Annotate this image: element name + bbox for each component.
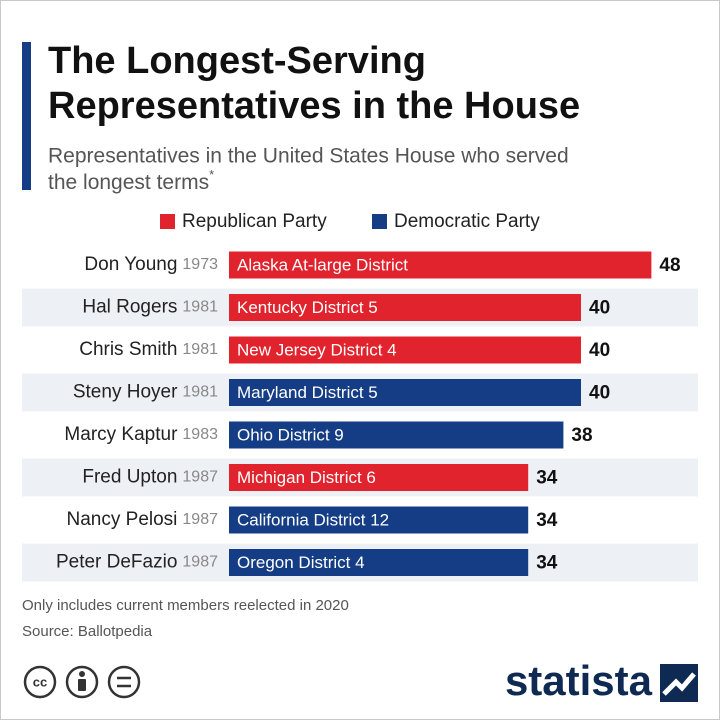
icon-by-head — [79, 671, 85, 677]
category-name: Steny Hoyer — [73, 382, 178, 403]
legend: Republican Party Democratic Party — [160, 211, 540, 232]
subtitle-marker: * — [209, 167, 214, 182]
icon-by-body — [78, 679, 86, 691]
icon-by — [65, 665, 99, 699]
district-label: Ohio District 9 — [237, 425, 344, 444]
value-label: 40 — [589, 383, 610, 404]
bar — [229, 251, 652, 279]
category-name: Peter DeFazio — [56, 552, 177, 573]
legend-label: Republican Party — [182, 211, 327, 232]
year: 1983 — [182, 426, 218, 443]
license-icons: cc — [23, 665, 141, 699]
chart-title: Representatives in the House — [48, 85, 580, 127]
category-name: Marcy Kaptur — [64, 424, 178, 445]
row-label: Chris Smith 1981 — [79, 339, 218, 360]
value-label: 34 — [536, 553, 558, 574]
row-label: Steny Hoyer 1981 — [73, 382, 218, 403]
row-label: Nancy Pelosi 1987 — [67, 509, 219, 530]
value-label: 40 — [589, 298, 610, 319]
bar — [229, 336, 581, 364]
year: 1987 — [182, 511, 218, 528]
year: 1981 — [182, 341, 218, 358]
row-label: Hal Rogers 1981 — [82, 297, 218, 318]
category-name: Fred Upton — [82, 467, 177, 488]
district-label: Maryland District 5 — [237, 383, 378, 402]
year: 1987 — [182, 469, 218, 486]
icon-cc — [23, 665, 57, 699]
legend-label: Democratic Party — [394, 211, 540, 232]
district-label: Kentucky District 5 — [237, 298, 378, 317]
legend-swatch — [372, 214, 387, 229]
value-label: 34 — [536, 468, 558, 489]
license-text: cc — [33, 674, 47, 689]
row-label: Marcy Kaptur 1983 — [64, 424, 218, 445]
plot: Don Young 1973 Alaska At-large District 48 H… — [22, 251, 698, 582]
legend-swatch — [160, 214, 175, 229]
logo-mark — [660, 664, 698, 702]
value-label: 48 — [659, 255, 680, 276]
bar — [229, 379, 581, 406]
year: 1973 — [182, 256, 218, 273]
logo-wave — [662, 672, 696, 696]
bar — [229, 506, 529, 534]
bar — [229, 549, 529, 576]
subtitle: the longest terms* — [48, 167, 214, 193]
year: 1987 — [182, 554, 218, 571]
row-label: Don Young 1973 — [84, 254, 218, 275]
district-label: Michigan District 6 — [237, 468, 376, 487]
district-label: California District 12 — [237, 510, 389, 529]
category-name: Don Young — [84, 254, 177, 275]
subtitle-text: the longest terms — [48, 171, 209, 194]
bar — [229, 464, 529, 491]
district-label: New Jersey District 4 — [237, 340, 397, 359]
note: Only includes current members reelected … — [22, 597, 349, 614]
icon-nd — [107, 665, 141, 699]
district-label: Alaska At-large District — [237, 255, 408, 274]
bar — [229, 421, 564, 449]
value-label: 40 — [589, 340, 610, 361]
logo: statista — [505, 657, 653, 704]
bar — [229, 294, 581, 321]
source: Source: Ballotpedia — [22, 623, 153, 640]
subtitle: Representatives in the United States Hou… — [48, 145, 569, 168]
row-label: Peter DeFazio 1987 — [56, 552, 218, 573]
value-label: 38 — [571, 425, 592, 446]
value-label: 34 — [536, 510, 558, 531]
row-label: Fred Upton 1987 — [82, 467, 218, 488]
year: 1981 — [182, 299, 218, 316]
category-name: Hal Rogers — [82, 297, 177, 318]
title-accent — [22, 42, 31, 190]
district-label: Oregon District 4 — [237, 553, 365, 572]
year: 1981 — [182, 384, 218, 401]
chart-title: The Longest-Serving — [48, 40, 426, 82]
category-name: Nancy Pelosi — [67, 509, 178, 530]
category-name: Chris Smith — [79, 339, 177, 360]
